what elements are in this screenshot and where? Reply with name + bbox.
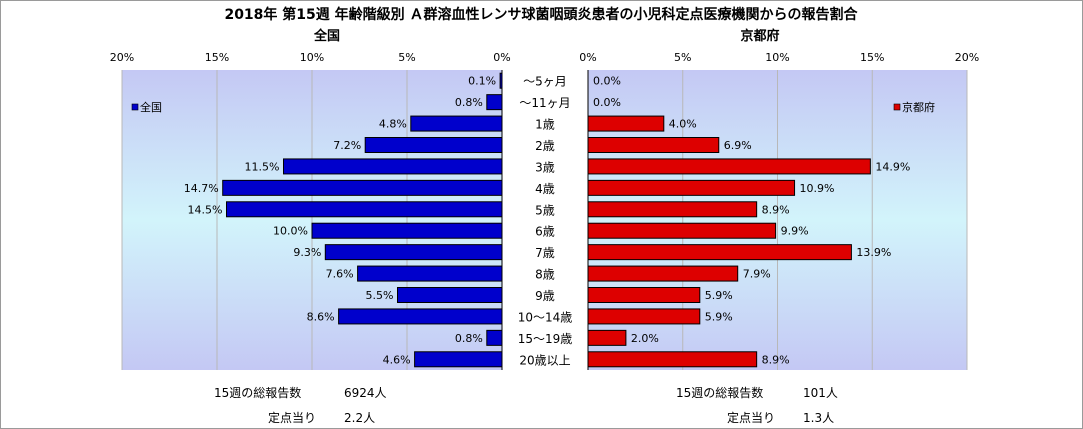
bar-kyoto bbox=[587, 137, 720, 153]
data-label-national: 9.3% bbox=[293, 246, 321, 259]
panel-heading-national: 全国 bbox=[313, 28, 340, 44]
kyoto-per-site-value: 1.3人 bbox=[803, 411, 835, 425]
bar-kyoto bbox=[587, 329, 627, 346]
tick-label-kyoto: 5% bbox=[674, 51, 691, 64]
bar-kyoto bbox=[587, 158, 871, 175]
data-label-kyoto: 9.9% bbox=[781, 225, 809, 238]
data-label-kyoto: 0.0% bbox=[593, 75, 621, 88]
data-label-national: 5.5% bbox=[366, 289, 394, 302]
category-label: ～5ヶ月 bbox=[523, 75, 567, 89]
tick-label-national: 15% bbox=[205, 51, 229, 64]
bar-kyoto bbox=[587, 351, 758, 368]
kyoto-per-site-label: 定点当り bbox=[727, 411, 776, 425]
national-per-site-value: 2.2人 bbox=[344, 411, 376, 425]
bar-kyoto bbox=[587, 308, 701, 325]
bar-kyoto bbox=[587, 244, 852, 261]
tick-label-national: 5% bbox=[398, 51, 415, 64]
category-label: ～11ヶ月 bbox=[519, 96, 570, 110]
national-total-value: 6924人 bbox=[344, 386, 387, 400]
bar-national bbox=[311, 222, 503, 239]
bar-national bbox=[324, 244, 503, 261]
bar-national bbox=[486, 94, 503, 111]
tick-label-kyoto: 15% bbox=[860, 51, 884, 64]
tick-label-national: 0% bbox=[493, 51, 510, 64]
data-label-national: 8.6% bbox=[307, 310, 335, 323]
legend-label-national: 全国 bbox=[140, 100, 162, 114]
data-label-kyoto: 5.9% bbox=[705, 310, 733, 323]
category-label: 8歳 bbox=[535, 268, 555, 282]
bar-national bbox=[364, 137, 503, 153]
data-label-kyoto: 8.9% bbox=[762, 353, 790, 366]
bar-national bbox=[414, 351, 503, 368]
bar-national bbox=[357, 265, 503, 282]
data-label-national: 0.1% bbox=[468, 75, 496, 88]
category-label: 5歳 bbox=[535, 203, 555, 217]
data-label-national: 4.6% bbox=[383, 353, 411, 366]
data-label-national: 14.5% bbox=[188, 203, 223, 216]
data-label-national: 10.0% bbox=[273, 225, 308, 238]
bar-kyoto bbox=[587, 115, 665, 132]
bar-national bbox=[410, 115, 503, 132]
data-label-kyoto: 14.9% bbox=[875, 160, 910, 173]
data-label-national: 0.8% bbox=[455, 332, 483, 345]
data-label-national: 4.8% bbox=[379, 118, 407, 131]
data-label-kyoto: 7.9% bbox=[743, 268, 771, 281]
legend-swatch-kyoto bbox=[893, 103, 901, 111]
bar-national bbox=[222, 179, 503, 196]
bar-national bbox=[226, 201, 503, 218]
bar-national bbox=[338, 308, 503, 325]
category-label: 3歳 bbox=[535, 160, 555, 174]
data-label-kyoto: 4.0% bbox=[669, 118, 697, 131]
data-label-national: 11.5% bbox=[245, 160, 280, 173]
category-label: 15～19歳 bbox=[518, 332, 573, 346]
legend-swatch-national bbox=[131, 103, 139, 111]
bar-kyoto bbox=[587, 222, 777, 239]
category-label: 9歳 bbox=[535, 289, 555, 303]
kyoto-total-label: 15週の総報告数 bbox=[676, 386, 764, 400]
data-label-national: 14.7% bbox=[184, 182, 219, 195]
category-label: 2歳 bbox=[535, 139, 555, 153]
category-label: 4歳 bbox=[535, 182, 555, 196]
data-label-kyoto: 0.0% bbox=[593, 96, 621, 109]
bar-kyoto bbox=[587, 179, 796, 196]
tick-label-kyoto: 0% bbox=[579, 51, 596, 64]
data-label-kyoto: 2.0% bbox=[631, 332, 659, 345]
data-label-kyoto: 8.9% bbox=[762, 203, 790, 216]
national-per-site-label: 定点当り bbox=[268, 411, 317, 425]
category-label: 1歳 bbox=[535, 118, 555, 132]
category-label: 20歳以上 bbox=[519, 353, 570, 367]
data-label-kyoto: 13.9% bbox=[856, 246, 891, 259]
kyoto-total-value: 101人 bbox=[803, 386, 838, 400]
bar-national bbox=[486, 329, 503, 346]
tick-label-kyoto: 20% bbox=[955, 51, 979, 64]
bar-kyoto bbox=[587, 287, 701, 303]
category-label: 6歳 bbox=[535, 225, 555, 239]
bar-kyoto bbox=[587, 265, 739, 282]
tick-label-kyoto: 10% bbox=[765, 51, 789, 64]
chart-title: 2018年 第15週 年齢階級別 Ａ群溶血性レンサ球菌咽頭炎患者の小児科定点医療… bbox=[224, 6, 858, 23]
tick-label-national: 20% bbox=[110, 51, 134, 64]
tick-label-national: 10% bbox=[300, 51, 324, 64]
data-label-national: 0.8% bbox=[455, 96, 483, 109]
bar-kyoto bbox=[587, 201, 758, 218]
data-label-kyoto: 6.9% bbox=[724, 139, 752, 152]
bar-national bbox=[397, 287, 503, 303]
category-label: 7歳 bbox=[535, 246, 555, 260]
data-label-kyoto: 5.9% bbox=[705, 289, 733, 302]
panel-heading-kyoto: 京都府 bbox=[740, 28, 779, 44]
category-label: 10～14歳 bbox=[518, 310, 573, 324]
national-total-label: 15週の総報告数 bbox=[214, 386, 302, 400]
data-label-kyoto: 10.9% bbox=[800, 182, 835, 195]
data-label-national: 7.6% bbox=[326, 268, 354, 281]
data-label-national: 7.2% bbox=[333, 139, 361, 152]
legend-label-kyoto: 京都府 bbox=[902, 100, 935, 114]
bar-national bbox=[283, 158, 503, 175]
